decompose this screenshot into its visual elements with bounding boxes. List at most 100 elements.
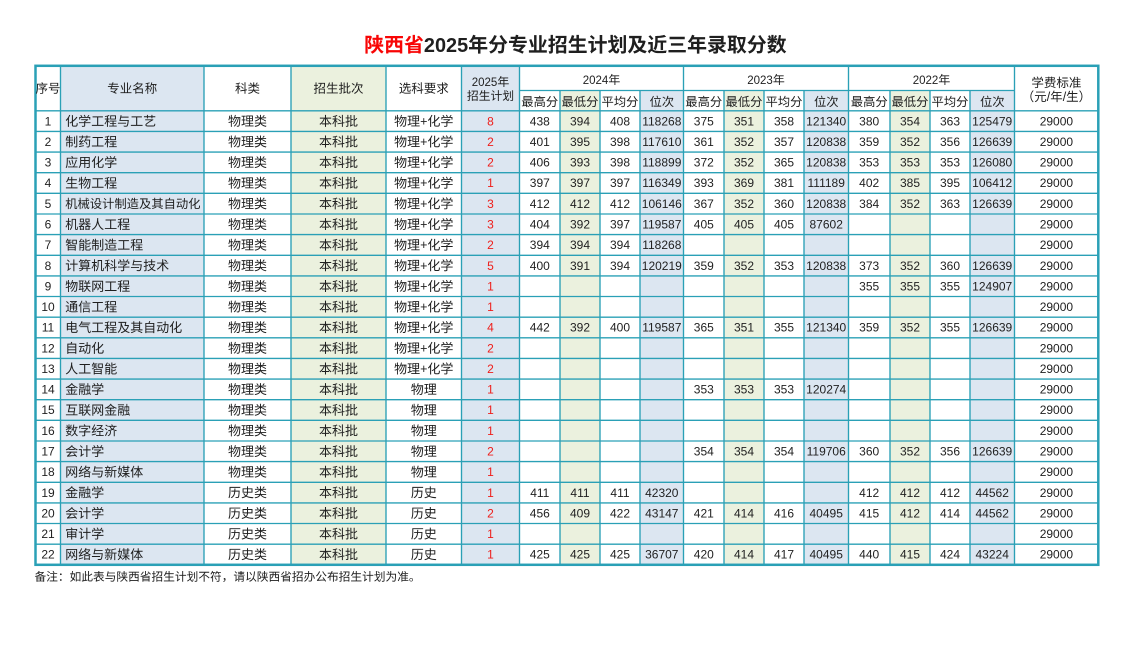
svg-text:363: 363: [940, 197, 960, 211]
svg-text:420: 420: [694, 548, 714, 562]
svg-text:12: 12: [41, 341, 55, 355]
svg-text:409: 409: [570, 506, 590, 520]
svg-text:126080: 126080: [972, 156, 1012, 170]
svg-text:353: 353: [900, 156, 920, 170]
svg-text:2022: 2022: [913, 75, 939, 87]
svg-text:354: 354: [774, 445, 794, 459]
svg-text:29000: 29000: [1040, 424, 1074, 438]
svg-text:+: +: [420, 279, 427, 293]
svg-text:125479: 125479: [972, 114, 1012, 128]
svg-text:87602: 87602: [810, 218, 844, 232]
svg-text:1: 1: [487, 548, 494, 562]
svg-text:353: 353: [940, 156, 960, 170]
svg-text:29000: 29000: [1040, 445, 1074, 459]
svg-text:2: 2: [487, 445, 494, 459]
svg-text:397: 397: [530, 176, 550, 190]
svg-text:373: 373: [859, 259, 879, 273]
svg-text:16: 16: [41, 424, 55, 438]
svg-text:3: 3: [487, 218, 494, 232]
svg-text:29000: 29000: [1040, 156, 1074, 170]
svg-text:393: 393: [570, 156, 590, 170]
svg-text:29000: 29000: [1040, 300, 1074, 314]
svg-text:118268: 118268: [642, 238, 681, 252]
svg-text:397: 397: [570, 176, 590, 190]
svg-text:29000: 29000: [1040, 506, 1074, 520]
svg-text:1: 1: [487, 279, 494, 293]
svg-text:2: 2: [487, 238, 494, 252]
svg-text:392: 392: [570, 218, 590, 232]
svg-text:416: 416: [774, 506, 794, 520]
svg-text:118899: 118899: [642, 156, 681, 170]
svg-text:352: 352: [734, 197, 754, 211]
svg-text:352: 352: [900, 135, 920, 149]
svg-text:7: 7: [45, 238, 52, 252]
svg-text:29000: 29000: [1040, 114, 1074, 128]
svg-text:29000: 29000: [1040, 279, 1074, 293]
svg-text:121340: 121340: [806, 321, 846, 335]
svg-text:120838: 120838: [806, 259, 846, 273]
svg-text:120219: 120219: [642, 259, 682, 273]
svg-text:359: 359: [859, 321, 879, 335]
svg-text:365: 365: [694, 321, 714, 335]
svg-text:126639: 126639: [972, 259, 1012, 273]
svg-text:29000: 29000: [1040, 259, 1074, 273]
svg-text:372: 372: [694, 156, 714, 170]
svg-text:+: +: [420, 300, 427, 314]
svg-text:2: 2: [487, 135, 494, 149]
svg-text:119587: 119587: [642, 321, 681, 335]
svg-text:3: 3: [487, 197, 494, 211]
svg-text:355: 355: [859, 279, 879, 293]
svg-text:355: 355: [940, 321, 960, 335]
svg-text:394: 394: [530, 238, 550, 252]
svg-text:+: +: [420, 238, 427, 252]
svg-text:401: 401: [530, 135, 550, 149]
svg-text:29000: 29000: [1040, 403, 1074, 417]
svg-text:2: 2: [487, 156, 494, 170]
svg-text:398: 398: [610, 135, 630, 149]
svg-text:2025: 2025: [472, 77, 498, 89]
svg-text:29000: 29000: [1040, 548, 1074, 562]
svg-text:/: /: [1063, 90, 1067, 104]
svg-text:391: 391: [570, 259, 590, 273]
svg-text:1: 1: [487, 486, 494, 500]
svg-text:21: 21: [41, 527, 55, 541]
svg-text:29000: 29000: [1040, 362, 1074, 376]
svg-text:15: 15: [41, 403, 55, 417]
svg-text:+: +: [420, 321, 427, 335]
svg-text:361: 361: [694, 135, 714, 149]
svg-text:412: 412: [610, 197, 630, 211]
svg-text:411: 411: [570, 486, 589, 500]
svg-text:5: 5: [487, 259, 494, 273]
svg-text:126639: 126639: [972, 445, 1012, 459]
svg-text:360: 360: [940, 259, 960, 273]
svg-text:414: 414: [734, 506, 754, 520]
svg-text:1: 1: [487, 176, 494, 190]
svg-text:2: 2: [487, 341, 494, 355]
svg-text:2024: 2024: [583, 75, 609, 87]
svg-text:356: 356: [940, 135, 960, 149]
svg-text:353: 353: [774, 383, 794, 397]
svg-text:+: +: [420, 197, 427, 211]
svg-text:440: 440: [859, 548, 879, 562]
svg-text:40495: 40495: [810, 506, 844, 520]
svg-text:412: 412: [900, 506, 920, 520]
svg-text:120838: 120838: [806, 156, 846, 170]
svg-text:2023: 2023: [747, 75, 773, 87]
svg-text:120838: 120838: [806, 135, 846, 149]
svg-text:421: 421: [694, 506, 714, 520]
svg-text:352: 352: [734, 156, 754, 170]
svg-text:412: 412: [530, 197, 550, 211]
svg-text:355: 355: [774, 321, 794, 335]
svg-text:119587: 119587: [642, 218, 681, 232]
svg-text:438: 438: [530, 114, 550, 128]
svg-text:394: 394: [610, 238, 630, 252]
svg-text:14: 14: [41, 383, 55, 397]
svg-text:414: 414: [734, 548, 754, 562]
svg-text:380: 380: [859, 114, 879, 128]
svg-text:352: 352: [900, 321, 920, 335]
svg-text:414: 414: [940, 506, 960, 520]
svg-text:355: 355: [940, 279, 960, 293]
svg-text:412: 412: [940, 486, 960, 500]
svg-text:/: /: [1047, 90, 1051, 104]
svg-text:2025: 2025: [424, 35, 468, 57]
